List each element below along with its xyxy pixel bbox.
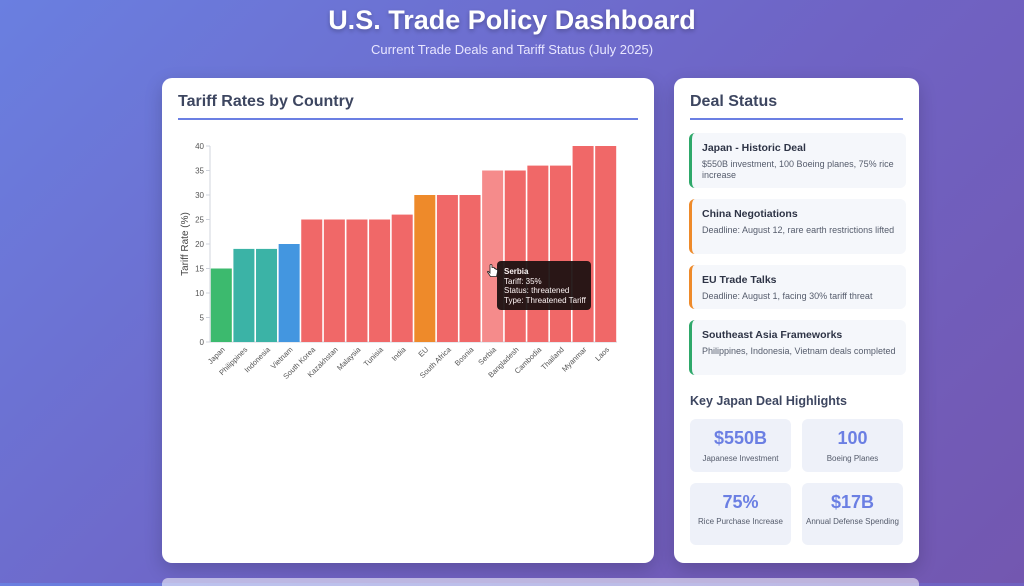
y-tick-label: 35 — [195, 167, 204, 176]
bottom-panel-edge — [162, 578, 919, 586]
bar-south-africa[interactable] — [436, 195, 458, 342]
x-tick-label: Bosnia — [453, 344, 476, 367]
deal-description: $550B investment, 100 Boeing planes, 75%… — [702, 159, 894, 180]
deal-title: Japan - Historic Deal — [702, 142, 806, 154]
x-tick-label: Myanmar — [560, 345, 589, 374]
page-subtitle: Current Trade Deals and Tariff Status (J… — [370, 42, 654, 57]
deal-status-card: Deal Status Japan - Historic Deal $550B … — [674, 78, 919, 563]
bar-cambodia[interactable] — [527, 165, 549, 342]
stat-value: 100 — [837, 428, 868, 448]
bar-bosnia[interactable] — [459, 195, 481, 342]
stat-card-investment: $550B Japanese Investment — [690, 419, 791, 472]
deal-item-china[interactable]: China Negotiations Deadline: August 12, … — [689, 199, 906, 254]
y-tick-label: 15 — [195, 265, 204, 274]
bar-japan[interactable] — [210, 268, 232, 343]
bar-eu[interactable] — [414, 195, 436, 342]
deal-description: Deadline: August 1, facing 30% tariff th… — [702, 291, 873, 301]
x-tick-label: EU — [416, 345, 430, 359]
tooltip-tariff: Tariff: 35% — [504, 276, 542, 286]
y-tick-label: 40 — [195, 142, 204, 151]
chart-card-title: Tariff Rates by Country — [178, 93, 354, 110]
bar-laos[interactable] — [595, 146, 617, 342]
stat-value: $17B — [830, 492, 875, 512]
x-tick-label: Indonesia — [243, 344, 273, 374]
y-tick-label: 25 — [195, 216, 204, 225]
bar-india[interactable] — [391, 214, 413, 342]
bar-philippines[interactable] — [233, 248, 255, 342]
stat-card-rice: 75% Rice Purchase Increase — [690, 483, 791, 545]
tooltip-status: Status: threatened — [504, 286, 570, 296]
chart-tooltip: Serbia Tariff: 35% Status: threatened Ty… — [497, 261, 591, 310]
stat-label: Annual Defense Spending — [806, 517, 899, 526]
deal-title: China Negotiations — [702, 208, 798, 220]
y-tick-label: 5 — [200, 314, 205, 323]
x-tick-label: Laos — [593, 345, 611, 363]
x-tick-label: Tunisia — [362, 344, 386, 368]
y-tick-label: 0 — [200, 338, 205, 347]
tooltip-type: Type: Threatened Tariff — [504, 296, 586, 306]
stat-value: 75% — [722, 492, 759, 512]
y-tick-label: 20 — [195, 240, 204, 249]
bar-serbia[interactable] — [482, 170, 504, 343]
deal-description: Deadline: August 12, rare earth restrict… — [702, 225, 895, 235]
bar-malaysia[interactable] — [346, 219, 368, 343]
y-tick-label: 10 — [195, 289, 204, 298]
page-title: U.S. Trade Policy Dashboard — [328, 5, 696, 35]
bar-indonesia[interactable] — [256, 248, 278, 342]
stat-label: Rice Purchase Increase — [698, 517, 783, 526]
highlights-title: Key Japan Deal Highlights — [690, 394, 847, 408]
y-tick-label: 30 — [195, 191, 204, 200]
deal-card-title: Deal Status — [690, 93, 778, 110]
bar-myanmar[interactable] — [572, 146, 594, 342]
bar-bangladesh[interactable] — [504, 170, 526, 343]
deal-item-southeast-asia[interactable]: Southeast Asia Frameworks Philippines, I… — [689, 320, 906, 375]
hand-cursor-icon — [487, 264, 498, 277]
stat-value: $550B — [713, 428, 768, 448]
bar-vietnam[interactable] — [278, 244, 300, 342]
stat-card-boeing: 100 Boeing Planes — [802, 419, 903, 472]
stat-label: Japanese Investment — [702, 454, 779, 463]
bar-thailand[interactable] — [549, 165, 571, 342]
deal-card-divider — [690, 118, 903, 120]
chart-card-divider — [178, 118, 638, 120]
bar-kazakhstan[interactable] — [323, 219, 345, 343]
deal-description: Philippines, Indonesia, Vietnam deals co… — [702, 346, 896, 356]
deal-item-japan[interactable]: Japan - Historic Deal $550B investment, … — [689, 133, 906, 188]
x-tick-label: Malaysia — [335, 344, 363, 372]
y-axis-label: Tariff Rate (%) — [180, 212, 191, 276]
tooltip-country: Serbia — [504, 267, 529, 276]
deal-title: EU Trade Talks — [702, 274, 777, 286]
x-tick-label: Japan — [206, 345, 227, 366]
deal-item-eu[interactable]: EU Trade Talks Deadline: August 1, facin… — [689, 265, 906, 309]
stat-label: Boeing Planes — [826, 454, 879, 463]
bar-tunisia[interactable] — [369, 219, 391, 343]
x-tick-label: India — [390, 344, 408, 362]
stat-card-defense: $17B Annual Defense Spending — [802, 483, 903, 545]
deal-title: Southeast Asia Frameworks — [702, 329, 843, 341]
bar-south-korea[interactable] — [301, 219, 323, 343]
